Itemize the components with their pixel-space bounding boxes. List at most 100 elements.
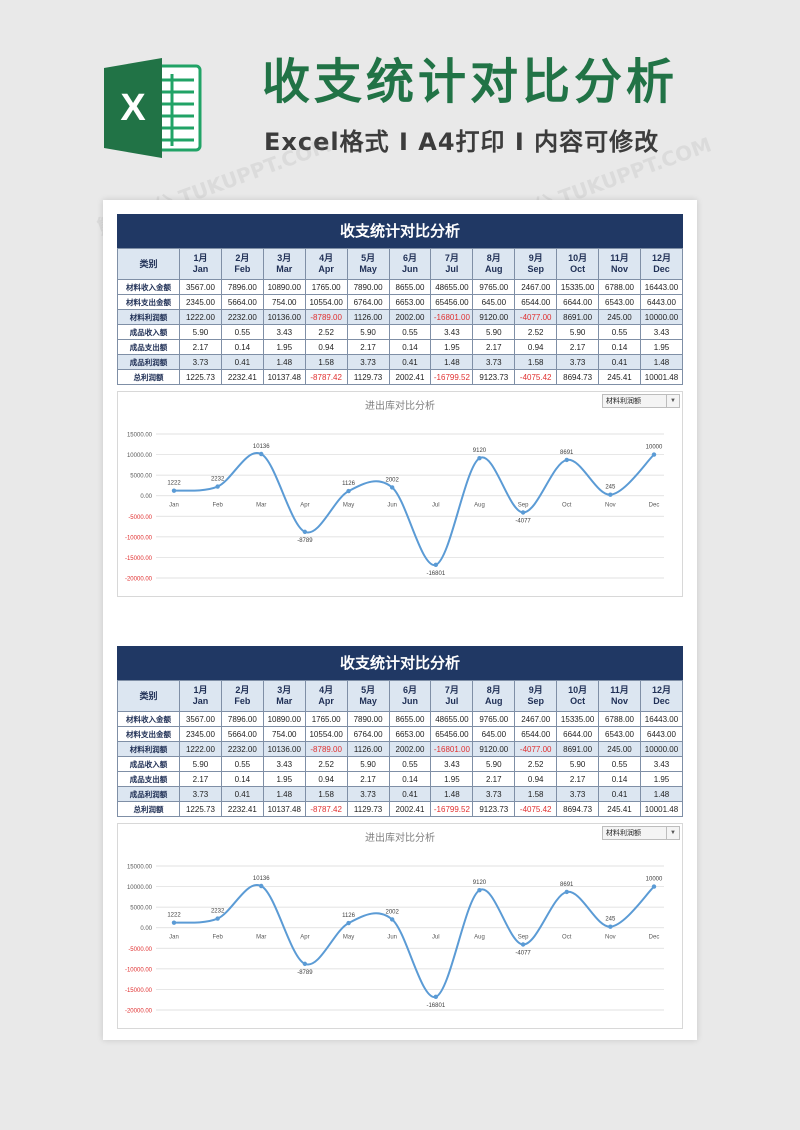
table-cell[interactable]: 15335.00 <box>556 279 600 295</box>
table-cell[interactable]: 48655.00 <box>430 279 474 295</box>
table-cell[interactable]: 1.95 <box>430 771 474 787</box>
table-cell[interactable]: 1.95 <box>639 339 684 355</box>
table-cell[interactable]: 1.95 <box>262 771 306 787</box>
table-cell[interactable]: 6788.00 <box>598 279 641 295</box>
table-cell[interactable]: 245.41 <box>598 801 641 817</box>
table-cell[interactable]: -4075.42 <box>514 801 558 817</box>
table-cell[interactable]: 1225.73 <box>179 801 222 817</box>
table-cell[interactable]: 1.48 <box>639 786 684 802</box>
table-cell[interactable]: 2232.00 <box>220 309 264 325</box>
table-cell[interactable]: 10001.48 <box>639 801 684 817</box>
table-cell[interactable]: 1.58 <box>304 354 348 370</box>
series-select[interactable]: 材料利润额 ▼ <box>602 826 680 840</box>
table-cell[interactable]: 7896.00 <box>220 711 264 727</box>
table-cell[interactable]: 10136.00 <box>262 741 306 757</box>
table-cell[interactable]: 0.94 <box>304 771 348 787</box>
table-cell[interactable]: 1.48 <box>262 786 306 802</box>
table-cell[interactable]: 10136.00 <box>262 309 306 325</box>
table-cell[interactable]: 2002.41 <box>388 801 432 817</box>
table-cell[interactable]: 9765.00 <box>472 279 516 295</box>
table-cell[interactable]: 0.14 <box>598 339 641 355</box>
table-cell[interactable]: 0.55 <box>598 324 641 340</box>
table-cell[interactable]: 5.90 <box>179 756 222 772</box>
table-cell[interactable]: 10001.48 <box>639 369 684 385</box>
table-cell[interactable]: 1129.73 <box>346 369 390 385</box>
table-cell[interactable]: 645.00 <box>472 294 516 310</box>
table-cell[interactable]: 10000.00 <box>639 741 684 757</box>
table-cell[interactable]: 2.17 <box>179 339 222 355</box>
table-cell[interactable]: -4075.42 <box>514 369 558 385</box>
table-cell[interactable]: 1765.00 <box>304 711 348 727</box>
table-cell[interactable]: 10554.00 <box>304 726 348 742</box>
table-cell[interactable]: 6644.00 <box>556 294 600 310</box>
table-cell[interactable]: 7896.00 <box>220 279 264 295</box>
table-cell[interactable]: 8655.00 <box>388 711 432 727</box>
table-cell[interactable]: 1126.00 <box>346 741 390 757</box>
table-cell[interactable]: 5.90 <box>346 756 390 772</box>
table-cell[interactable]: -8787.42 <box>304 801 348 817</box>
table-cell[interactable]: 1129.73 <box>346 801 390 817</box>
table-cell[interactable]: 5.90 <box>179 324 222 340</box>
table-cell[interactable]: 245.00 <box>598 309 641 325</box>
table-cell[interactable]: 0.94 <box>514 339 558 355</box>
table-cell[interactable]: 0.55 <box>220 324 264 340</box>
table-cell[interactable]: 0.14 <box>388 771 432 787</box>
table-cell[interactable]: -16801.00 <box>430 741 474 757</box>
table-cell[interactable]: 2467.00 <box>514 279 558 295</box>
table-cell[interactable]: 2.17 <box>472 771 516 787</box>
table-cell[interactable]: 9123.73 <box>472 801 516 817</box>
table-cell[interactable]: 0.41 <box>388 786 432 802</box>
table-cell[interactable]: 1.95 <box>430 339 474 355</box>
table-cell[interactable]: 1.95 <box>639 771 684 787</box>
table-cell[interactable]: 3.43 <box>639 756 684 772</box>
table-cell[interactable]: 1.48 <box>262 354 306 370</box>
table-cell[interactable]: 6544.00 <box>514 294 558 310</box>
table-cell[interactable]: 754.00 <box>262 726 306 742</box>
table-cell[interactable]: 6644.00 <box>556 726 600 742</box>
table-cell[interactable]: 5.90 <box>556 756 600 772</box>
table-cell[interactable]: 48655.00 <box>430 711 474 727</box>
table-cell[interactable]: 2.17 <box>472 339 516 355</box>
table-cell[interactable]: 1.95 <box>262 339 306 355</box>
table-cell[interactable]: 9120.00 <box>472 741 516 757</box>
table-cell[interactable]: 8691.00 <box>556 741 600 757</box>
table-cell[interactable]: 1.58 <box>514 354 558 370</box>
table-cell[interactable]: 0.55 <box>220 756 264 772</box>
table-cell[interactable]: 5664.00 <box>220 294 264 310</box>
table-cell[interactable]: -4077.00 <box>514 309 558 325</box>
table-cell[interactable]: 2.52 <box>304 756 348 772</box>
table-cell[interactable]: 0.94 <box>304 339 348 355</box>
table-cell[interactable]: 6653.00 <box>388 726 432 742</box>
table-cell[interactable]: 0.14 <box>388 339 432 355</box>
table-cell[interactable]: 6543.00 <box>598 726 641 742</box>
table-cell[interactable]: 0.14 <box>598 771 641 787</box>
chevron-down-icon[interactable]: ▼ <box>666 395 679 407</box>
table-cell[interactable]: 10890.00 <box>262 711 306 727</box>
table-cell[interactable]: 2232.41 <box>220 369 264 385</box>
table-cell[interactable]: 2232.00 <box>220 741 264 757</box>
table-cell[interactable]: 1222.00 <box>179 309 222 325</box>
table-cell[interactable]: 6788.00 <box>598 711 641 727</box>
table-cell[interactable]: 2345.00 <box>179 726 222 742</box>
table-cell[interactable]: 1.48 <box>430 786 474 802</box>
table-cell[interactable]: 3.73 <box>556 786 600 802</box>
table-cell[interactable]: -8789.00 <box>304 309 348 325</box>
table-cell[interactable]: 3.73 <box>346 354 390 370</box>
table-cell[interactable]: 2.17 <box>346 771 390 787</box>
table-cell[interactable]: 1225.73 <box>179 369 222 385</box>
table-cell[interactable]: -16801.00 <box>430 309 474 325</box>
table-cell[interactable]: 1.58 <box>304 786 348 802</box>
table-cell[interactable]: 3.73 <box>472 786 516 802</box>
table-cell[interactable]: 9120.00 <box>472 309 516 325</box>
table-cell[interactable]: 8694.73 <box>556 801 600 817</box>
table-cell[interactable]: 2.52 <box>304 324 348 340</box>
table-cell[interactable]: 5.90 <box>346 324 390 340</box>
chevron-down-icon[interactable]: ▼ <box>666 827 679 839</box>
table-cell[interactable]: 645.00 <box>472 726 516 742</box>
table-cell[interactable]: 0.55 <box>598 756 641 772</box>
table-cell[interactable]: 6653.00 <box>388 294 432 310</box>
table-cell[interactable]: -4077.00 <box>514 741 558 757</box>
table-cell[interactable]: 5664.00 <box>220 726 264 742</box>
table-cell[interactable]: 0.41 <box>220 786 264 802</box>
table-cell[interactable]: 9765.00 <box>472 711 516 727</box>
